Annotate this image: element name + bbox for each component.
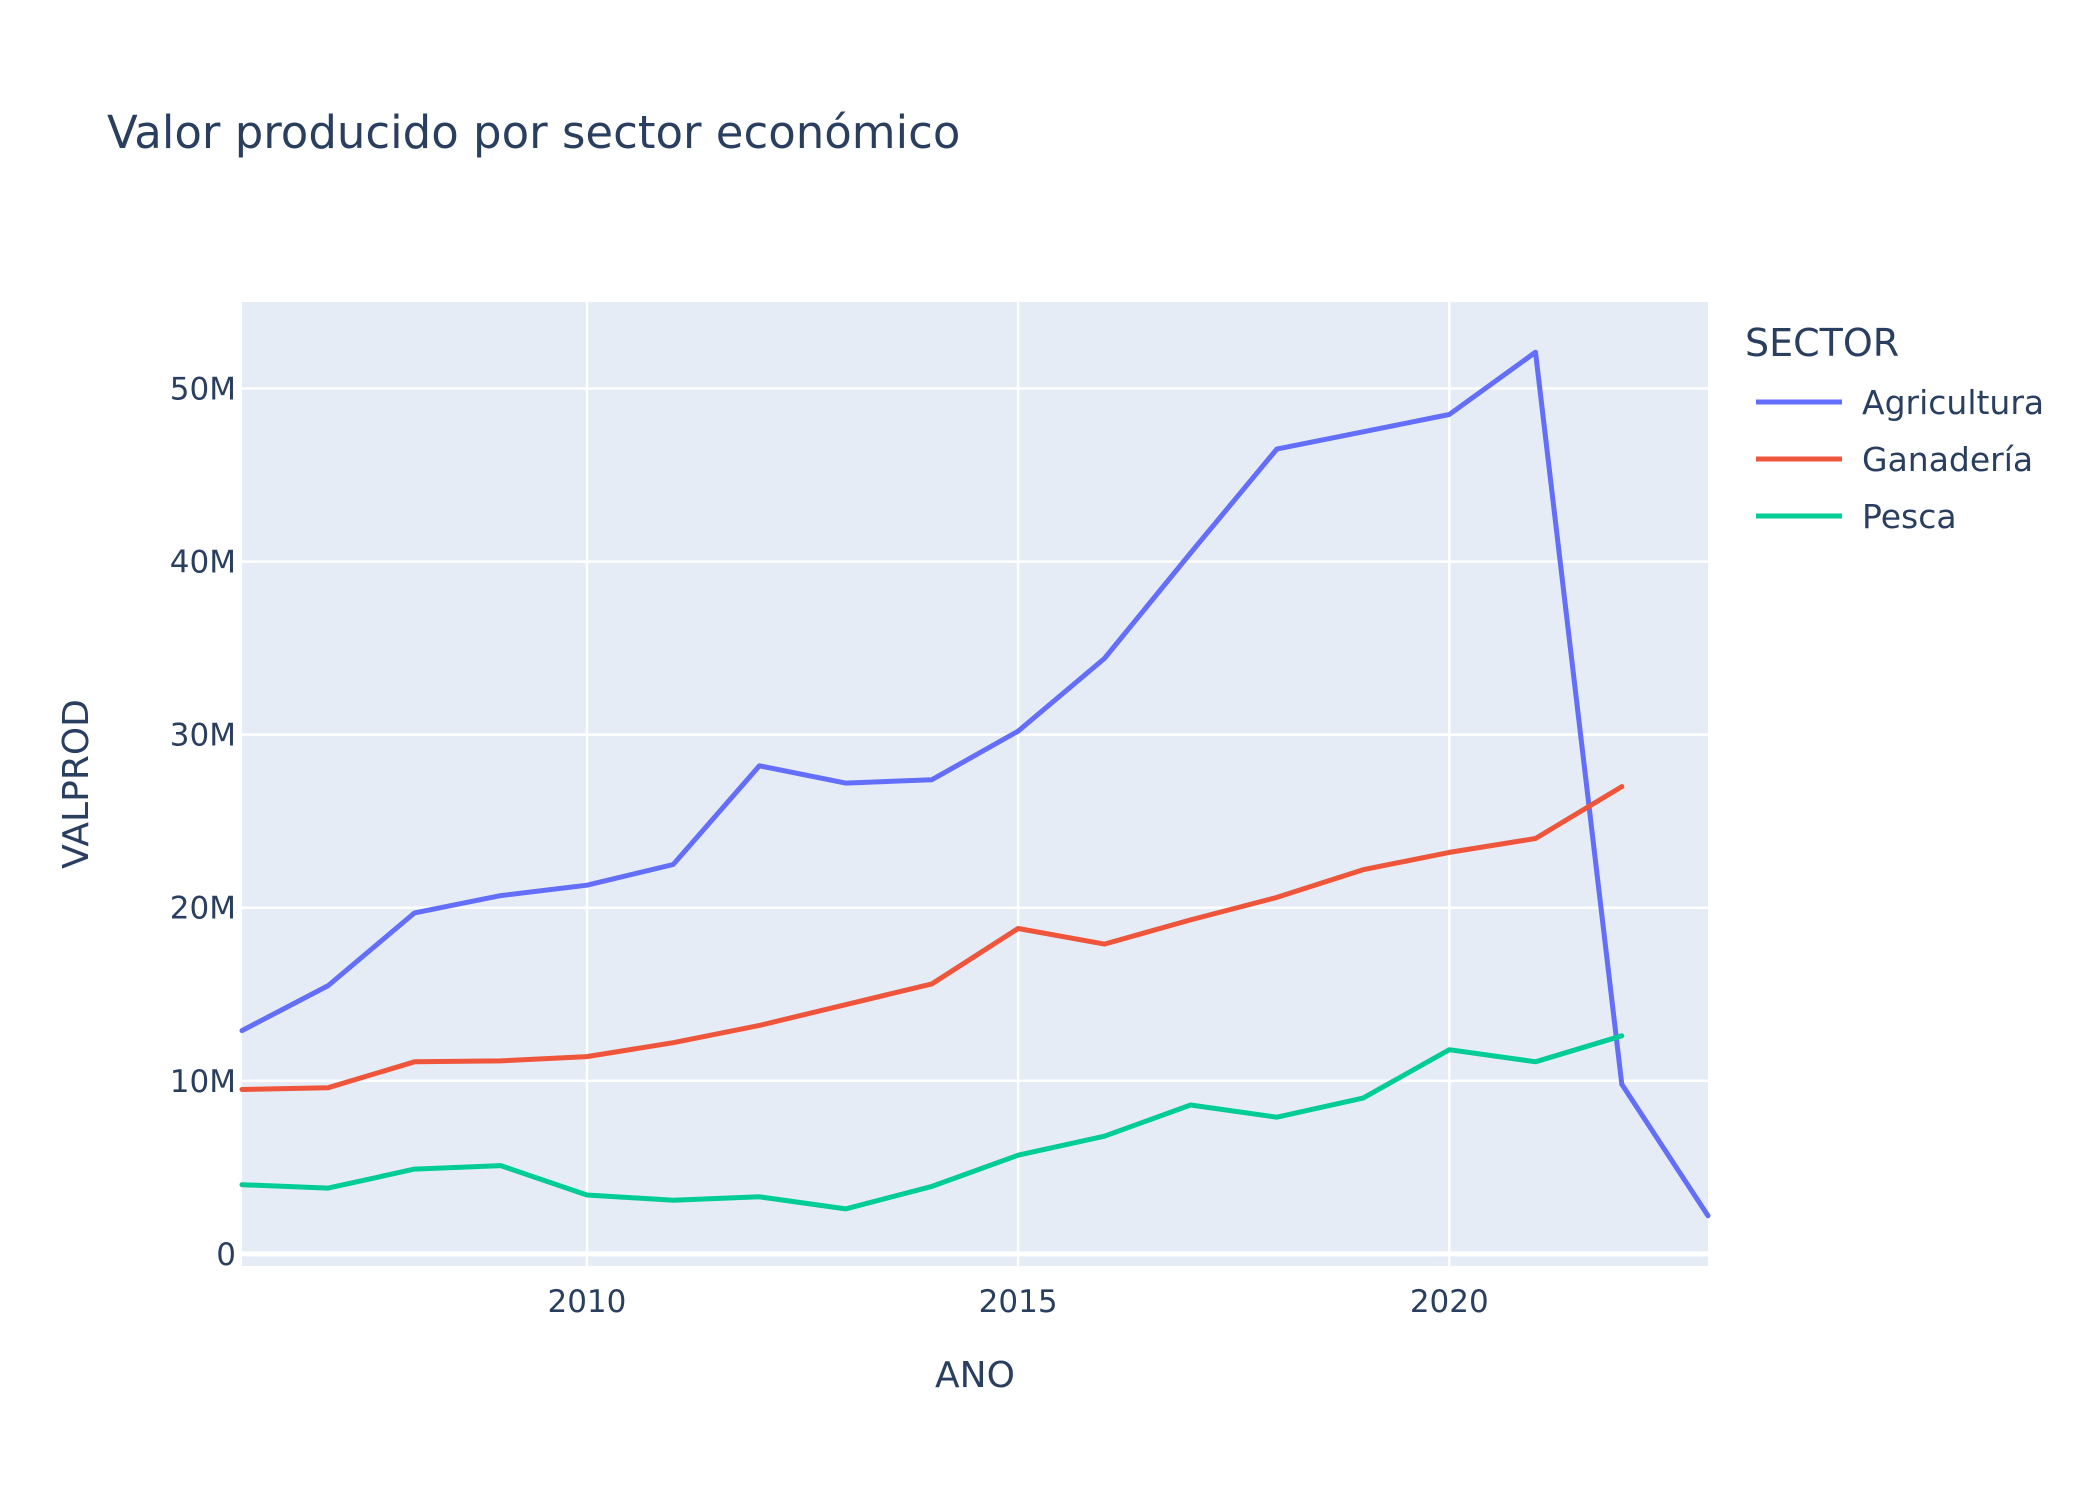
series-lines [239, 349, 1711, 1219]
plot-area [242, 302, 1708, 1266]
legend-label: Ganadería [1862, 440, 2033, 479]
legend-items[interactable]: Agricultura Ganadería Pesca [1756, 383, 2044, 536]
y-tick-label: 30M [170, 718, 236, 754]
y-axis-title: VALPROD [56, 699, 97, 869]
series-line-ganadería[interactable] [239, 784, 1625, 1092]
legend-label: Pesca [1862, 497, 1957, 536]
x-tick-label: 2010 [547, 1284, 626, 1320]
x-tick-label: 2015 [979, 1284, 1058, 1320]
y-tick-label: 10M [170, 1064, 236, 1100]
legend-item-agricultura[interactable]: Agricultura [1756, 383, 2044, 422]
chart-title: Valor producido por sector económico [107, 106, 960, 159]
legend-title: SECTOR [1745, 321, 1899, 365]
legend-item-pesca[interactable]: Pesca [1756, 497, 1957, 536]
gridlines [242, 302, 1708, 1266]
legend-label: Agricultura [1862, 383, 2044, 422]
axis-ticks: 2010 2015 2020 0 10M 20M 30M 40M 50M [170, 372, 1489, 1320]
series-line-pesca[interactable] [239, 1033, 1625, 1212]
series-line-agricultura[interactable] [239, 349, 1711, 1219]
legend[interactable]: SECTOR Agricultura Ganadería Pesca [1745, 321, 2044, 536]
y-tick-label: 0 [216, 1237, 236, 1273]
y-tick-label: 20M [170, 891, 236, 927]
x-axis-title: ANO [935, 1355, 1015, 1396]
y-tick-label: 50M [170, 372, 236, 408]
x-tick-label: 2020 [1410, 1284, 1489, 1320]
legend-item-ganadería[interactable]: Ganadería [1756, 440, 2033, 479]
y-tick-label: 40M [170, 545, 236, 581]
